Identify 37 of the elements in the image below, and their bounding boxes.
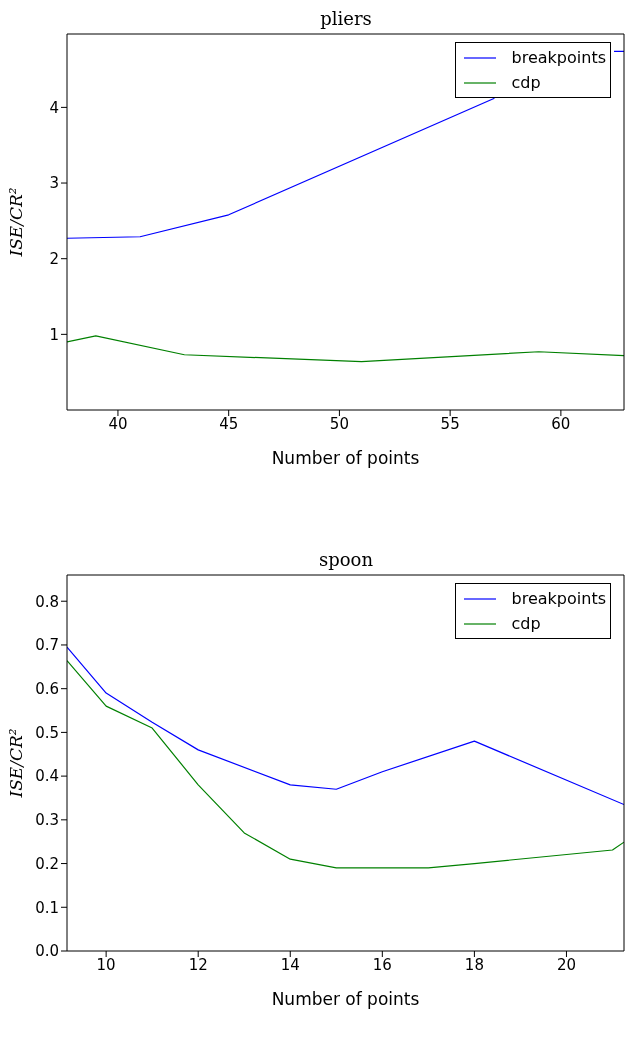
line-series [67, 646, 624, 806]
y-tick-label: 0.4 [35, 767, 59, 786]
y-tick-label: 0.0 [35, 942, 59, 961]
x-tick-label: 18 [464, 955, 484, 974]
x-tick-label: 12 [188, 955, 208, 974]
legend-label: breakpoints [511, 47, 606, 68]
legend-label: breakpoints [511, 588, 606, 609]
x-tick-label: 16 [372, 955, 392, 974]
y-axis-title: ISE/CR² [6, 728, 27, 799]
y-tick-label: 0.1 [35, 898, 59, 917]
x-tick-label: 14 [280, 955, 300, 974]
legend-label: cdp [511, 72, 541, 93]
y-tick-label: 4 [49, 98, 59, 117]
x-tick-label: 50 [329, 414, 349, 433]
x-tick-label: 10 [96, 955, 116, 974]
chart-title: pliers [319, 8, 373, 29]
y-tick-label: 0.8 [35, 592, 59, 611]
x-tick-label: 40 [108, 414, 128, 433]
y-tick-label: 0.3 [35, 811, 59, 830]
legend-label: cdp [511, 613, 541, 634]
y-tick-label: 2 [49, 250, 59, 269]
y-tick-label: 3 [49, 174, 59, 193]
line-series [67, 335, 624, 363]
y-tick-label: 1 [49, 325, 59, 344]
x-tick-label: 45 [219, 414, 239, 433]
y-tick-label: 0.5 [35, 723, 59, 742]
x-axis-title: Number of points [271, 448, 420, 468]
chart-title: spoon [318, 549, 374, 570]
x-tick-label: 55 [440, 414, 460, 433]
x-tick-label: 20 [556, 955, 577, 974]
y-tick-label: 0.2 [35, 854, 59, 873]
y-tick-label: 0.6 [35, 680, 59, 698]
x-axis-title: Number of points [271, 989, 420, 1009]
y-axis-title: ISE/CR² [6, 187, 27, 258]
x-tick-label: 60 [551, 414, 571, 433]
y-tick-label: 0.7 [35, 636, 59, 655]
line-series [67, 660, 624, 869]
